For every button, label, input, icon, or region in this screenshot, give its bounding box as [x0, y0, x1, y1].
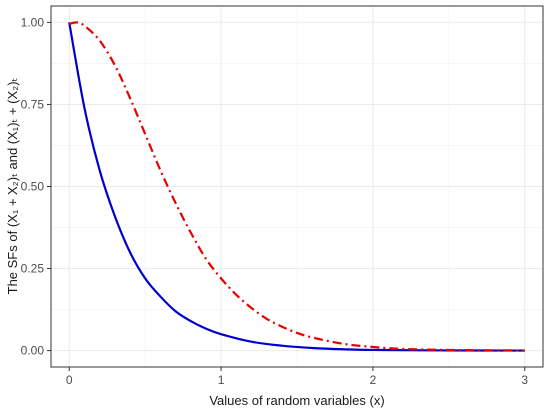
y-tick-label: 0.50	[21, 180, 45, 194]
y-axis-title: The SFs of (X₁ + X₂)ₜ and (X₁)ₜ + (X₂)ₜ	[5, 77, 20, 294]
x-tick-label: 0	[66, 373, 73, 387]
y-tick-label: 0.00	[21, 344, 45, 358]
series-line-2	[68, 21, 525, 352]
y-tick-label: 0.25	[21, 262, 45, 276]
x-tick-label: 1	[218, 373, 225, 387]
series-layer	[68, 21, 525, 352]
ticks: 0 1 2 3 0.00 0.25 0.50 0.75 1.00	[21, 15, 529, 387]
y-tick-label: 0.75	[21, 97, 45, 111]
x-tick-label: 3	[521, 373, 528, 387]
x-axis-title: Values of random variables (x)	[209, 393, 384, 408]
y-tick-label: 1.00	[21, 15, 45, 29]
grid	[51, 6, 543, 367]
x-tick-label: 2	[370, 373, 377, 387]
series-line-1	[68, 22, 525, 352]
